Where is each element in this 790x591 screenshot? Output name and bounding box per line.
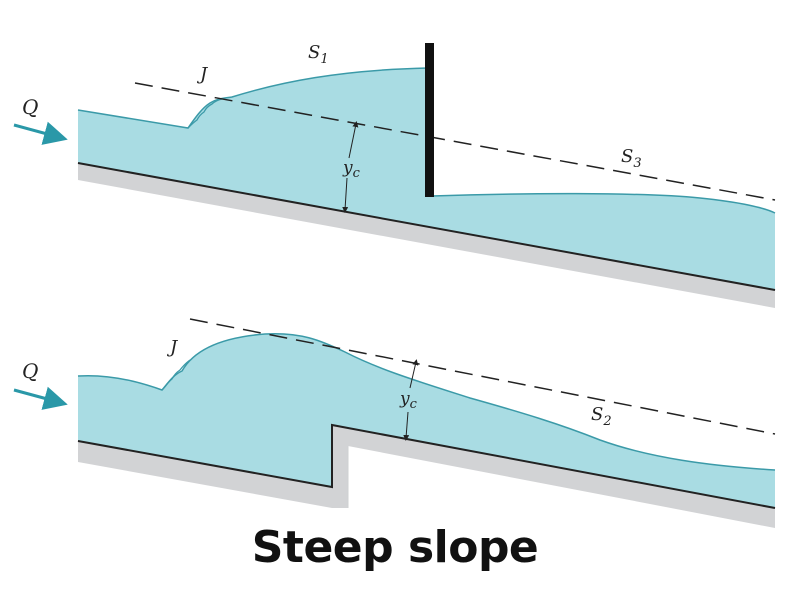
top-yc-arrow-down [342, 177, 349, 213]
top-s3-label: S3 [621, 146, 642, 171]
bottom-jump-label: J [166, 337, 179, 358]
bottom-panel: Q J yc S2 [13, 318, 776, 528]
bottom-jump-roughness [161, 359, 191, 391]
top-jump-label: J [196, 64, 209, 85]
top-flow-arrow [13, 121, 68, 145]
diagram-caption: Steep slope [251, 522, 539, 573]
top-water-surface [77, 67, 429, 129]
sluice-gate [425, 43, 434, 197]
bottom-yc-arrow-up [409, 359, 419, 389]
top-yc-label: yc [342, 158, 361, 181]
bottom-s2-label: S2 [591, 404, 612, 429]
top-panel: Q J yc S1 S3 [13, 42, 776, 308]
bottom-water-body [78, 333, 775, 508]
top-s3-surface [431, 192, 776, 214]
bottom-step-face [332, 425, 348, 508]
bottom-channel-bed-upstream [78, 441, 332, 508]
bottom-yc-label: yc [399, 389, 418, 412]
bottom-flow-label: Q [22, 359, 38, 383]
top-channel-bed [78, 163, 775, 308]
top-jump-roughness [187, 98, 223, 129]
bottom-bed-line [77, 423, 776, 509]
bottom-yc-arrow-down [403, 411, 410, 441]
top-flow-label: Q [22, 95, 38, 119]
top-bed-line [77, 162, 776, 291]
top-s1-label: S1 [308, 42, 329, 67]
bottom-channel-bed-downstream [348, 428, 775, 528]
top-yc-arrow-up [348, 121, 359, 159]
bottom-critical-depth-line [189, 318, 776, 435]
bottom-flow-arrow [13, 386, 68, 410]
top-critical-depth-line [134, 82, 776, 201]
